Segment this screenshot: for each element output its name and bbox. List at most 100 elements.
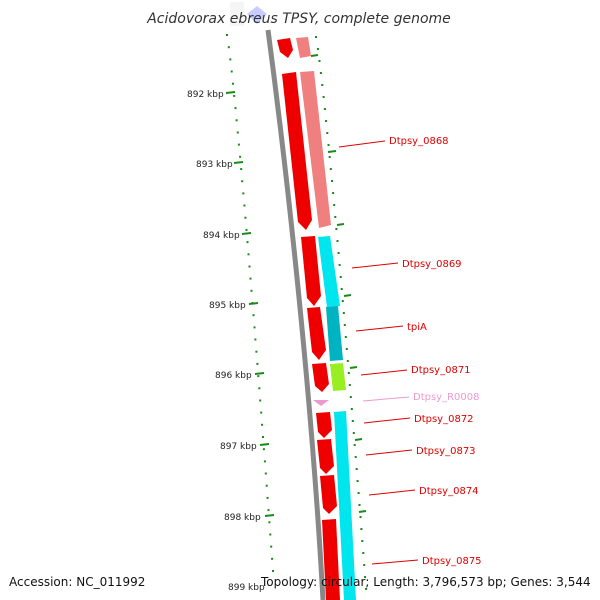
guide-dot — [250, 289, 253, 292]
guide-dot — [357, 492, 360, 494]
gene-feature[interactable] — [301, 236, 321, 306]
gene-label[interactable]: Dtpsy_0869 — [402, 259, 462, 270]
leader-line — [360, 369, 408, 376]
feature-outer-track — [296, 37, 356, 600]
guide-dot — [345, 348, 348, 350]
guide-dot — [355, 468, 358, 470]
guide-dot — [249, 277, 252, 280]
tick-mark — [349, 366, 358, 369]
gene-feature[interactable] — [326, 306, 343, 361]
guide-dot — [328, 156, 331, 158]
guide-dot — [234, 107, 237, 110]
gene-label[interactable]: Dtpsy_0872 — [414, 414, 474, 425]
gene-feature[interactable] — [316, 412, 332, 438]
guide-dot — [270, 545, 273, 548]
gene-label[interactable]: Dtpsy_0873 — [416, 446, 476, 457]
gene-feature[interactable] — [317, 439, 334, 474]
tick-mark — [354, 438, 363, 441]
guide-dot — [268, 521, 271, 524]
guide-dot — [262, 436, 264, 438]
scroll-ghost — [230, 2, 244, 26]
guide-dot — [347, 372, 350, 374]
leader-line — [368, 489, 416, 496]
guide-dot — [331, 180, 333, 182]
gene-label[interactable]: tpiA — [407, 322, 427, 333]
gene-feature[interactable] — [334, 411, 356, 600]
gene-feature[interactable] — [277, 38, 293, 58]
tick-label-894: 894 kbp — [203, 231, 240, 241]
guide-dot — [266, 496, 269, 499]
guide-dot — [337, 252, 340, 254]
guide-dot — [315, 36, 317, 38]
guide-dot — [318, 60, 321, 62]
genome-backbone — [265, 29, 326, 600]
guide-dot — [344, 336, 347, 338]
tick-mark — [310, 54, 319, 57]
gene-feature[interactable] — [296, 37, 311, 58]
guide-dot — [247, 253, 250, 256]
guide-dot — [230, 70, 233, 73]
guide-dot — [232, 82, 234, 85]
tick-label-897: 897 kbp — [220, 442, 257, 452]
leader-line — [371, 559, 419, 565]
gene-feature[interactable] — [300, 71, 331, 228]
tick-mark — [248, 302, 259, 305]
gene-feature[interactable] — [312, 363, 329, 392]
guide-dot — [233, 94, 236, 97]
gene-label[interactable]: Dtpsy_0875 — [422, 556, 482, 567]
gene-label[interactable]: Dtpsy_R0008 — [413, 392, 480, 403]
gene-label[interactable]: Dtpsy_0868 — [389, 136, 449, 147]
guide-dot — [267, 509, 270, 512]
gene-label[interactable]: Dtpsy_0874 — [419, 486, 479, 497]
tick-label-896: 896 kbp — [215, 371, 252, 381]
tick-label-899: 899 kbp — [228, 583, 265, 593]
tick-label-893: 893 kbp — [196, 160, 233, 170]
gene-feature[interactable] — [322, 519, 340, 600]
gene-feature[interactable] — [330, 363, 346, 391]
gene-feature[interactable] — [318, 236, 340, 307]
guide-dot — [351, 420, 354, 422]
guide-dot — [259, 399, 262, 402]
guide-dot — [321, 84, 324, 86]
tick-label-895: 895 kbp — [209, 301, 246, 311]
guide-dot — [229, 58, 232, 61]
guide-dot — [236, 131, 239, 134]
guide-dot — [333, 204, 336, 206]
guide-dot — [258, 387, 261, 390]
guide-dot — [339, 276, 342, 278]
guide-dot — [254, 338, 257, 341]
guide-dot — [257, 375, 260, 378]
guide-dot — [365, 588, 368, 590]
tick-mark — [336, 223, 345, 226]
tick-mark — [241, 232, 252, 235]
tick-mark — [358, 510, 367, 513]
tick-mark — [327, 150, 337, 153]
guide-dot — [363, 564, 366, 566]
ruler-right — [310, 54, 367, 513]
guide-dot — [240, 168, 243, 170]
guide-dot — [341, 300, 344, 302]
guide-dot — [338, 264, 341, 266]
guide-dot — [252, 314, 255, 317]
guide-dot — [271, 557, 274, 560]
guide-dot — [255, 350, 258, 353]
leader-line — [363, 417, 411, 424]
gene-feature[interactable] — [320, 475, 337, 514]
gene-label[interactable]: Dtpsy_0871 — [411, 365, 471, 376]
rna-feature[interactable] — [313, 400, 329, 406]
guide-dot — [264, 472, 267, 475]
guide-dot — [332, 192, 335, 194]
gene-feature[interactable] — [307, 307, 326, 360]
tick-mark — [264, 514, 275, 517]
tick-mark — [254, 372, 265, 375]
gene-feature[interactable] — [282, 72, 312, 230]
cds-forward-track — [277, 38, 340, 600]
guide-dot — [253, 326, 256, 329]
leader-line — [351, 262, 399, 269]
navigation-marker-icon[interactable] — [247, 6, 267, 24]
guide-dot — [316, 48, 319, 50]
guide-dot — [326, 132, 329, 134]
tick-mark — [259, 443, 270, 446]
guide-dot — [360, 528, 363, 530]
guide-dot — [350, 408, 353, 410]
